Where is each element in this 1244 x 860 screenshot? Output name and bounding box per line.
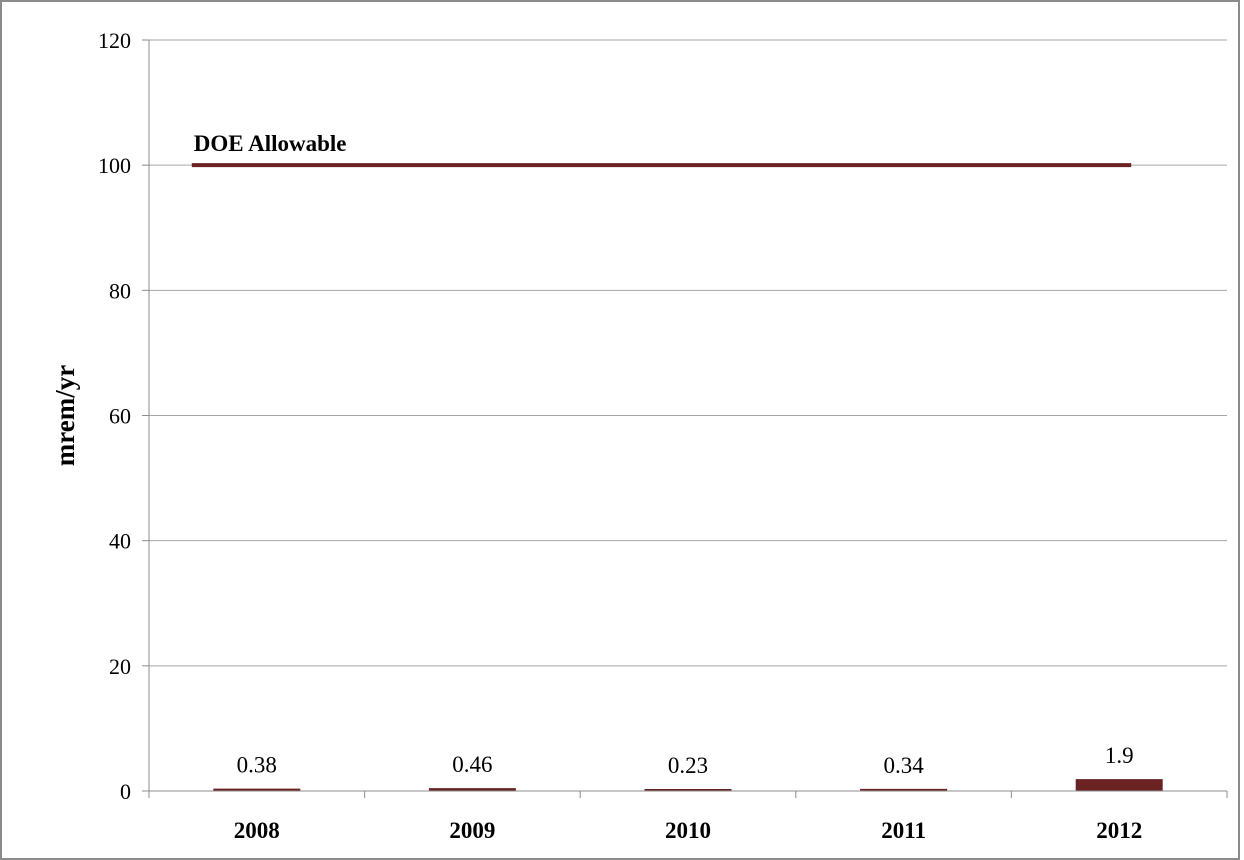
x-tick-label: 2012 xyxy=(1096,818,1142,843)
x-axis: 2008 2009 2010 2011 2012 xyxy=(148,790,1228,843)
x-tick-label: 2008 xyxy=(234,818,280,843)
data-labels: 0.38 0.46 0.23 0.34 1.9 xyxy=(237,743,1134,778)
y-tick-label: 80 xyxy=(109,278,131,303)
bar xyxy=(1075,779,1163,791)
data-label: 0.34 xyxy=(883,753,924,778)
bar xyxy=(644,789,732,791)
reference-line-group: DOE Allowable xyxy=(191,131,1132,168)
data-label: 0.23 xyxy=(668,753,708,778)
y-axis-label: mrem/yr xyxy=(50,365,80,466)
y-tick-label: 20 xyxy=(109,654,131,679)
y-tick-label: 120 xyxy=(98,28,131,53)
data-label: 1.9 xyxy=(1105,743,1134,768)
x-tick-label: 2010 xyxy=(665,818,711,843)
y-axis-ticks: 0 20 40 60 80 100 120 xyxy=(98,28,150,804)
y-tick-label: 60 xyxy=(109,404,131,429)
x-tick-label: 2009 xyxy=(449,818,495,843)
reference-line-label: DOE Allowable xyxy=(194,131,347,156)
bar xyxy=(860,788,948,791)
bar xyxy=(213,788,301,791)
bar xyxy=(428,788,516,791)
bars xyxy=(213,779,1163,791)
data-label: 0.38 xyxy=(237,753,277,778)
y-tick-label: 0 xyxy=(120,779,131,804)
y-tick-label: 100 xyxy=(98,153,131,178)
data-label: 0.46 xyxy=(452,752,492,777)
x-tick-label: 2011 xyxy=(881,818,926,843)
y-tick-label: 40 xyxy=(109,529,131,554)
